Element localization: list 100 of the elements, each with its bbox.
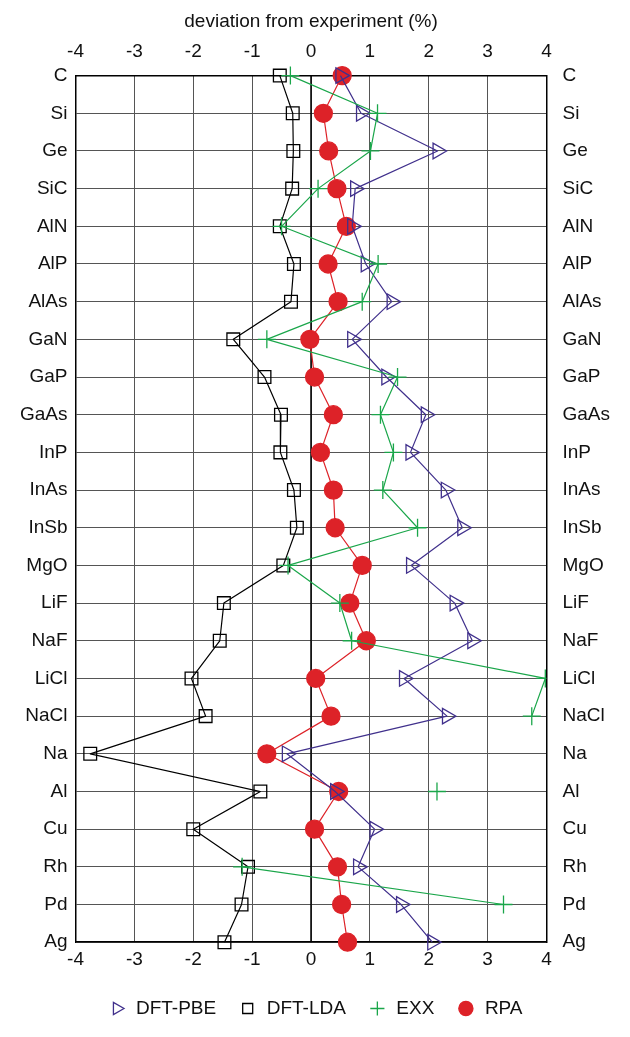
point: [398, 670, 414, 687]
x-tick-label: 1: [364, 947, 376, 969]
point: [341, 631, 362, 651]
category-label: Cu: [562, 817, 587, 839]
category-label: Si: [562, 101, 580, 123]
category-label: AlN: [562, 214, 594, 236]
point: [373, 480, 393, 500]
point: [184, 671, 199, 686]
category-label: SiC: [562, 176, 594, 198]
point: [395, 896, 411, 913]
point: [253, 784, 268, 799]
category-label: Ag: [562, 930, 586, 952]
point: [327, 857, 348, 877]
point: [340, 593, 360, 613]
point: [522, 706, 542, 726]
point: [278, 555, 298, 576]
point: [441, 707, 457, 725]
point: [325, 518, 345, 538]
y-tick-label: Rh: [43, 855, 68, 877]
point: [285, 106, 300, 121]
category-label: Al: [562, 779, 580, 801]
point: [313, 103, 334, 123]
point: [449, 594, 465, 612]
point: [273, 407, 288, 422]
point: [407, 518, 428, 538]
point: [350, 180, 365, 198]
x-tick-label: 2: [423, 947, 435, 969]
point: [318, 254, 338, 274]
point: [337, 932, 358, 952]
x2-tick-label: 0: [305, 40, 317, 62]
category-label: C: [562, 63, 577, 85]
point: [232, 857, 252, 877]
legend-label: DFT-PBE: [135, 996, 217, 1018]
point: [360, 141, 381, 161]
point: [212, 633, 227, 648]
x2-tick-label: -1: [243, 40, 261, 62]
category-label: GaAs: [562, 402, 611, 424]
point: [440, 481, 456, 499]
point: [280, 65, 301, 86]
point: [226, 332, 241, 347]
y-tick-label: GaN: [28, 327, 68, 349]
x-tick-label: -1: [243, 947, 261, 969]
point: [355, 104, 371, 122]
point: [217, 935, 232, 950]
point: [286, 483, 301, 498]
point: [370, 405, 391, 425]
point: [321, 706, 341, 726]
point: [347, 330, 362, 348]
point: [234, 897, 249, 912]
y-tick-label: InSb: [28, 515, 68, 537]
point: [420, 406, 436, 424]
point: [467, 632, 482, 650]
y-tick-label: LiF: [41, 591, 68, 613]
y-tick-label: MgO: [26, 553, 68, 575]
point: [330, 593, 350, 613]
point: [328, 292, 348, 312]
point: [186, 822, 201, 837]
point: [286, 256, 301, 272]
y-tick-label: NaCl: [25, 704, 68, 726]
x-tick-label: 4: [541, 947, 553, 969]
y-tick-label: NaF: [31, 629, 68, 651]
point: [331, 894, 352, 915]
point: [427, 933, 442, 951]
category-label: Pd: [562, 892, 586, 914]
category-label: NaF: [562, 629, 599, 651]
y-tick-label: SiC: [36, 176, 68, 198]
category-label: GaP: [562, 365, 601, 387]
point: [386, 293, 402, 311]
x2-axis-title: deviation from experiment (%): [184, 9, 438, 31]
point: [405, 443, 421, 461]
x2-tick-label: 2: [423, 40, 435, 62]
y-tick-label: GaP: [29, 365, 68, 387]
y-tick-label: Na: [43, 742, 68, 764]
point: [257, 329, 277, 349]
point: [300, 329, 320, 349]
point: [352, 858, 368, 876]
point: [383, 442, 404, 463]
y-tick-label: Cu: [43, 817, 68, 839]
point: [493, 894, 514, 915]
point: [304, 367, 325, 387]
y-tick-label: AlP: [37, 252, 68, 274]
category-label: Rh: [562, 855, 587, 877]
x-tick-label: -2: [184, 947, 202, 969]
category-label: GaN: [562, 327, 602, 349]
point: [457, 519, 472, 537]
point: [368, 254, 388, 274]
point: [271, 216, 292, 236]
point: [304, 819, 325, 839]
category-label: InAs: [562, 478, 601, 500]
point: [276, 558, 291, 573]
point: [286, 143, 301, 158]
y-tick-label: AlN: [36, 214, 68, 236]
point: [283, 294, 298, 309]
category-label: InSb: [562, 515, 602, 537]
point: [83, 746, 98, 761]
x2-tick-label: 3: [482, 40, 493, 62]
point: [272, 68, 287, 83]
category-label: LiF: [562, 591, 589, 613]
point: [281, 745, 297, 763]
point: [360, 255, 376, 273]
